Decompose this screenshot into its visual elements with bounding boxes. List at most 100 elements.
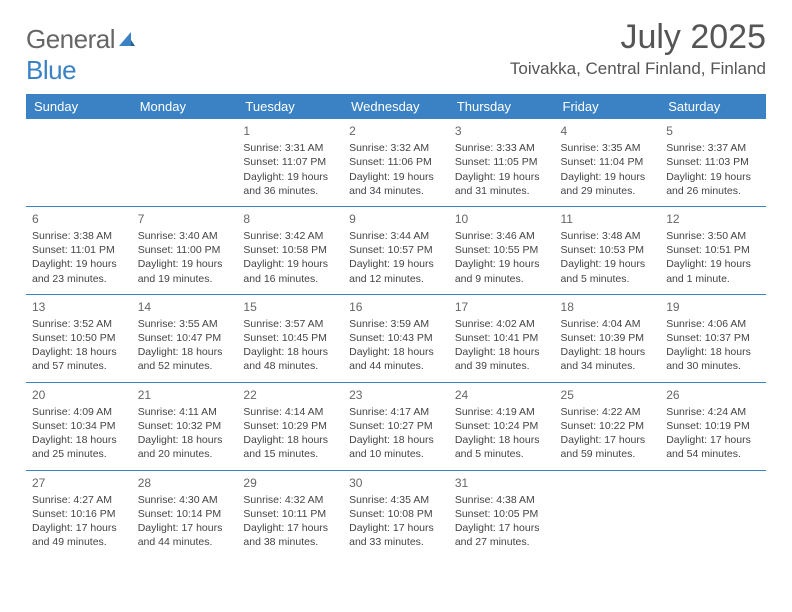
calendar-cell: 20Sunrise: 4:09 AMSunset: 10:34 PMDaylig… xyxy=(26,382,132,470)
calendar-cell: 30Sunrise: 4:35 AMSunset: 10:08 PMDaylig… xyxy=(343,470,449,557)
sunset-line: Sunset: 10:55 PM xyxy=(455,243,549,257)
logo-part2: Blue xyxy=(26,55,76,85)
sunset-line: Sunset: 11:04 PM xyxy=(561,155,655,169)
calendar-cell: 24Sunrise: 4:19 AMSunset: 10:24 PMDaylig… xyxy=(449,382,555,470)
calendar-head: SundayMondayTuesdayWednesdayThursdayFrid… xyxy=(26,94,766,119)
day-header: Wednesday xyxy=(343,94,449,119)
calendar-cell: 2Sunrise: 3:32 AMSunset: 11:06 PMDayligh… xyxy=(343,119,449,206)
calendar-cell: 5Sunrise: 3:37 AMSunset: 11:03 PMDayligh… xyxy=(660,119,766,206)
calendar-cell: 23Sunrise: 4:17 AMSunset: 10:27 PMDaylig… xyxy=(343,382,449,470)
sunrise-line: Sunrise: 3:55 AM xyxy=(138,317,232,331)
day-number: 20 xyxy=(32,387,126,403)
day-number: 3 xyxy=(455,123,549,139)
calendar-cell: 9Sunrise: 3:44 AMSunset: 10:57 PMDayligh… xyxy=(343,206,449,294)
daylight-line: Daylight: 18 hours and 15 minutes. xyxy=(243,433,337,461)
daylight-line: Daylight: 19 hours and 5 minutes. xyxy=(561,257,655,285)
sunrise-line: Sunrise: 4:35 AM xyxy=(349,493,443,507)
day-number: 1 xyxy=(243,123,337,139)
calendar-cell: 8Sunrise: 3:42 AMSunset: 10:58 PMDayligh… xyxy=(237,206,343,294)
day-number: 4 xyxy=(561,123,655,139)
sunrise-line: Sunrise: 4:14 AM xyxy=(243,405,337,419)
sunset-line: Sunset: 10:51 PM xyxy=(666,243,760,257)
daylight-line: Daylight: 18 hours and 20 minutes. xyxy=(138,433,232,461)
calendar-cell: 26Sunrise: 4:24 AMSunset: 10:19 PMDaylig… xyxy=(660,382,766,470)
sunset-line: Sunset: 10:57 PM xyxy=(349,243,443,257)
daylight-line: Daylight: 19 hours and 34 minutes. xyxy=(349,170,443,198)
sunset-line: Sunset: 10:16 PM xyxy=(32,507,126,521)
daylight-line: Daylight: 19 hours and 29 minutes. xyxy=(561,170,655,198)
daylight-line: Daylight: 18 hours and 39 minutes. xyxy=(455,345,549,373)
sunrise-line: Sunrise: 3:38 AM xyxy=(32,229,126,243)
calendar-cell: 11Sunrise: 3:48 AMSunset: 10:53 PMDaylig… xyxy=(555,206,661,294)
sunrise-line: Sunrise: 3:48 AM xyxy=(561,229,655,243)
sunset-line: Sunset: 11:00 PM xyxy=(138,243,232,257)
sunrise-line: Sunrise: 3:52 AM xyxy=(32,317,126,331)
sunset-line: Sunset: 10:27 PM xyxy=(349,419,443,433)
daylight-line: Daylight: 17 hours and 49 minutes. xyxy=(32,521,126,549)
daylight-line: Daylight: 17 hours and 27 minutes. xyxy=(455,521,549,549)
day-number: 19 xyxy=(666,299,760,315)
daylight-line: Daylight: 18 hours and 34 minutes. xyxy=(561,345,655,373)
location: Toivakka, Central Finland, Finland xyxy=(510,59,766,79)
day-number: 24 xyxy=(455,387,549,403)
day-number: 6 xyxy=(32,211,126,227)
day-number: 15 xyxy=(243,299,337,315)
sunrise-line: Sunrise: 4:11 AM xyxy=(138,405,232,419)
day-number: 16 xyxy=(349,299,443,315)
day-header: Friday xyxy=(555,94,661,119)
day-number: 26 xyxy=(666,387,760,403)
day-number: 5 xyxy=(666,123,760,139)
sunrise-line: Sunrise: 3:42 AM xyxy=(243,229,337,243)
calendar-row: 1Sunrise: 3:31 AMSunset: 11:07 PMDayligh… xyxy=(26,119,766,206)
calendar-cell: 7Sunrise: 3:40 AMSunset: 11:00 PMDayligh… xyxy=(132,206,238,294)
daylight-line: Daylight: 19 hours and 19 minutes. xyxy=(138,257,232,285)
sunset-line: Sunset: 10:43 PM xyxy=(349,331,443,345)
daylight-line: Daylight: 18 hours and 52 minutes. xyxy=(138,345,232,373)
calendar-cell: 31Sunrise: 4:38 AMSunset: 10:05 PMDaylig… xyxy=(449,470,555,557)
daylight-line: Daylight: 17 hours and 54 minutes. xyxy=(666,433,760,461)
calendar-cell: 6Sunrise: 3:38 AMSunset: 11:01 PMDayligh… xyxy=(26,206,132,294)
day-number: 7 xyxy=(138,211,232,227)
calendar-cell: 19Sunrise: 4:06 AMSunset: 10:37 PMDaylig… xyxy=(660,294,766,382)
logo: General Blue xyxy=(26,24,137,86)
daylight-line: Daylight: 18 hours and 57 minutes. xyxy=(32,345,126,373)
day-number: 12 xyxy=(666,211,760,227)
day-number: 27 xyxy=(32,475,126,491)
calendar-cell: 18Sunrise: 4:04 AMSunset: 10:39 PMDaylig… xyxy=(555,294,661,382)
logo-text: General Blue xyxy=(26,24,137,86)
daylight-line: Daylight: 19 hours and 12 minutes. xyxy=(349,257,443,285)
sunrise-line: Sunrise: 4:04 AM xyxy=(561,317,655,331)
day-number: 17 xyxy=(455,299,549,315)
sunset-line: Sunset: 10:53 PM xyxy=(561,243,655,257)
calendar-cell: 4Sunrise: 3:35 AMSunset: 11:04 PMDayligh… xyxy=(555,119,661,206)
sunset-line: Sunset: 10:37 PM xyxy=(666,331,760,345)
sunset-line: Sunset: 10:32 PM xyxy=(138,419,232,433)
sunrise-line: Sunrise: 4:19 AM xyxy=(455,405,549,419)
calendar-body: 1Sunrise: 3:31 AMSunset: 11:07 PMDayligh… xyxy=(26,119,766,557)
sunrise-line: Sunrise: 4:24 AM xyxy=(666,405,760,419)
calendar-cell: 29Sunrise: 4:32 AMSunset: 10:11 PMDaylig… xyxy=(237,470,343,557)
sunset-line: Sunset: 10:24 PM xyxy=(455,419,549,433)
sunrise-line: Sunrise: 3:37 AM xyxy=(666,141,760,155)
day-number: 18 xyxy=(561,299,655,315)
calendar-cell: 25Sunrise: 4:22 AMSunset: 10:22 PMDaylig… xyxy=(555,382,661,470)
calendar-cell: 3Sunrise: 3:33 AMSunset: 11:05 PMDayligh… xyxy=(449,119,555,206)
calendar-cell-empty xyxy=(26,119,132,206)
day-number: 23 xyxy=(349,387,443,403)
day-number: 21 xyxy=(138,387,232,403)
sunset-line: Sunset: 10:14 PM xyxy=(138,507,232,521)
day-header: Monday xyxy=(132,94,238,119)
calendar-cell-empty xyxy=(132,119,238,206)
calendar-cell: 1Sunrise: 3:31 AMSunset: 11:07 PMDayligh… xyxy=(237,119,343,206)
sunrise-line: Sunrise: 4:32 AM xyxy=(243,493,337,507)
sunrise-line: Sunrise: 3:32 AM xyxy=(349,141,443,155)
calendar-cell: 15Sunrise: 3:57 AMSunset: 10:45 PMDaylig… xyxy=(237,294,343,382)
day-number: 2 xyxy=(349,123,443,139)
logo-part1: General xyxy=(26,24,115,54)
header: General Blue July 2025 Toivakka, Central… xyxy=(26,18,766,86)
sunset-line: Sunset: 11:07 PM xyxy=(243,155,337,169)
calendar-cell: 12Sunrise: 3:50 AMSunset: 10:51 PMDaylig… xyxy=(660,206,766,294)
day-number: 14 xyxy=(138,299,232,315)
calendar-cell: 14 Sunrise: 3:55 AMSunset: 10:47 PMDaylig… xyxy=(132,294,238,382)
sunset-line: Sunset: 10:47 PM xyxy=(138,331,232,345)
